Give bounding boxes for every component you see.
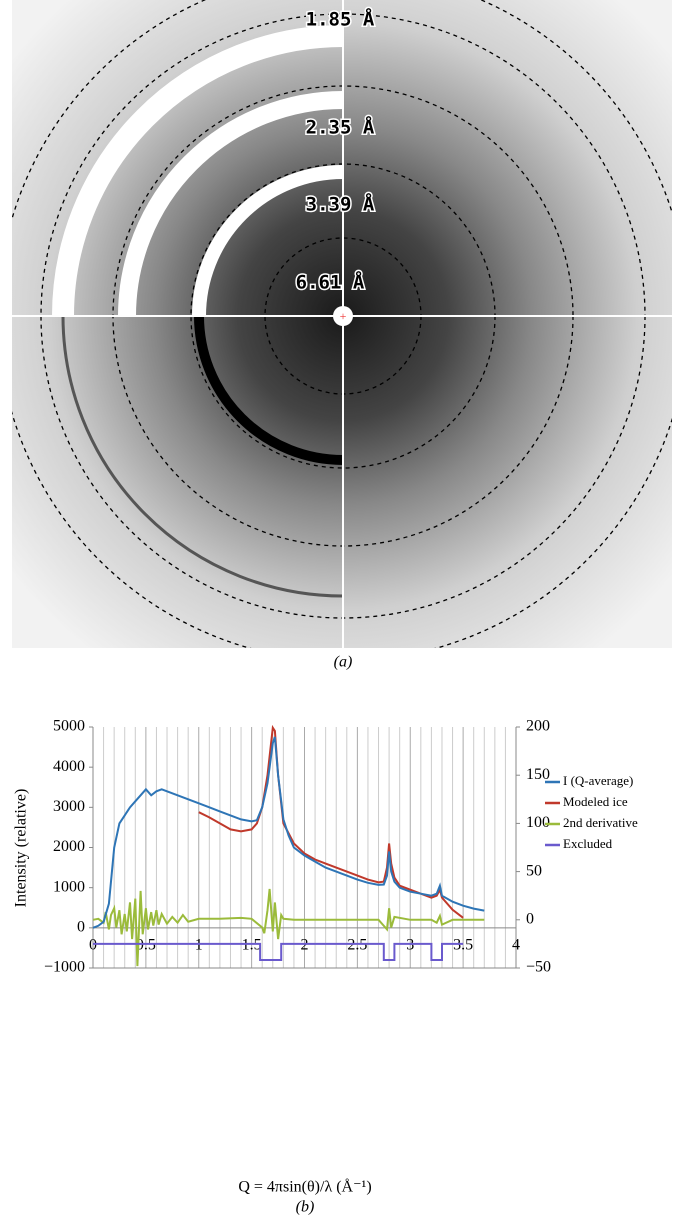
x-tick-label: 0	[89, 937, 97, 954]
x-tick-label: 3.5	[453, 937, 473, 954]
y-tick-label: 2000	[53, 838, 85, 855]
x-tick-label: 2	[301, 937, 309, 954]
legend-label: I (Q-average)	[563, 773, 633, 788]
x-tick-label: 2.5	[347, 937, 367, 954]
caption: (b)	[296, 1199, 315, 1216]
x-axis-label: Q = 4πsin(θ)/λ (Å⁻¹)	[238, 1178, 371, 1196]
series-line	[92, 736, 485, 929]
y-tick-label: −1000	[44, 959, 85, 976]
series-line	[93, 942, 464, 961]
y2-tick-label: 100	[526, 814, 550, 831]
x-tick-label: 0.5	[136, 937, 156, 954]
series-line	[92, 888, 485, 967]
caption: (a)	[334, 654, 353, 671]
y2-tick-label: 200	[526, 718, 550, 735]
y-tick-label: 1000	[53, 878, 85, 895]
y-axis-label: Intensity (relative)	[13, 789, 30, 908]
ring-label: 1.85 Å	[306, 7, 375, 31]
y2-tick-label: 0	[526, 910, 534, 927]
legend-label: Modeled ice	[563, 794, 628, 809]
y2-tick-label: 50	[526, 862, 542, 879]
y-tick-label: 5000	[53, 718, 85, 735]
y-tick-label: 4000	[53, 758, 85, 775]
x-tick-label: 1.5	[242, 937, 262, 954]
y-tick-label: 0	[77, 919, 85, 936]
svg-text:+: +	[340, 309, 347, 323]
legend-label: Excluded	[563, 836, 613, 851]
ring-label: 6.61 Å	[296, 270, 365, 294]
x-tick-label: 4	[512, 937, 520, 954]
y2-tick-label: 150	[526, 766, 550, 783]
y2-tick-label: −50	[526, 959, 551, 976]
y-tick-label: 3000	[53, 798, 85, 815]
x-tick-label: 3	[406, 937, 414, 954]
diffraction-image: +	[12, 0, 672, 648]
legend-label: 2nd derivative	[563, 815, 638, 830]
ring-label: 3.39 Å	[306, 192, 375, 216]
ring-label: 2.35 Å	[306, 115, 375, 139]
x-tick-label: 1	[195, 937, 203, 954]
series-line	[198, 724, 464, 919]
